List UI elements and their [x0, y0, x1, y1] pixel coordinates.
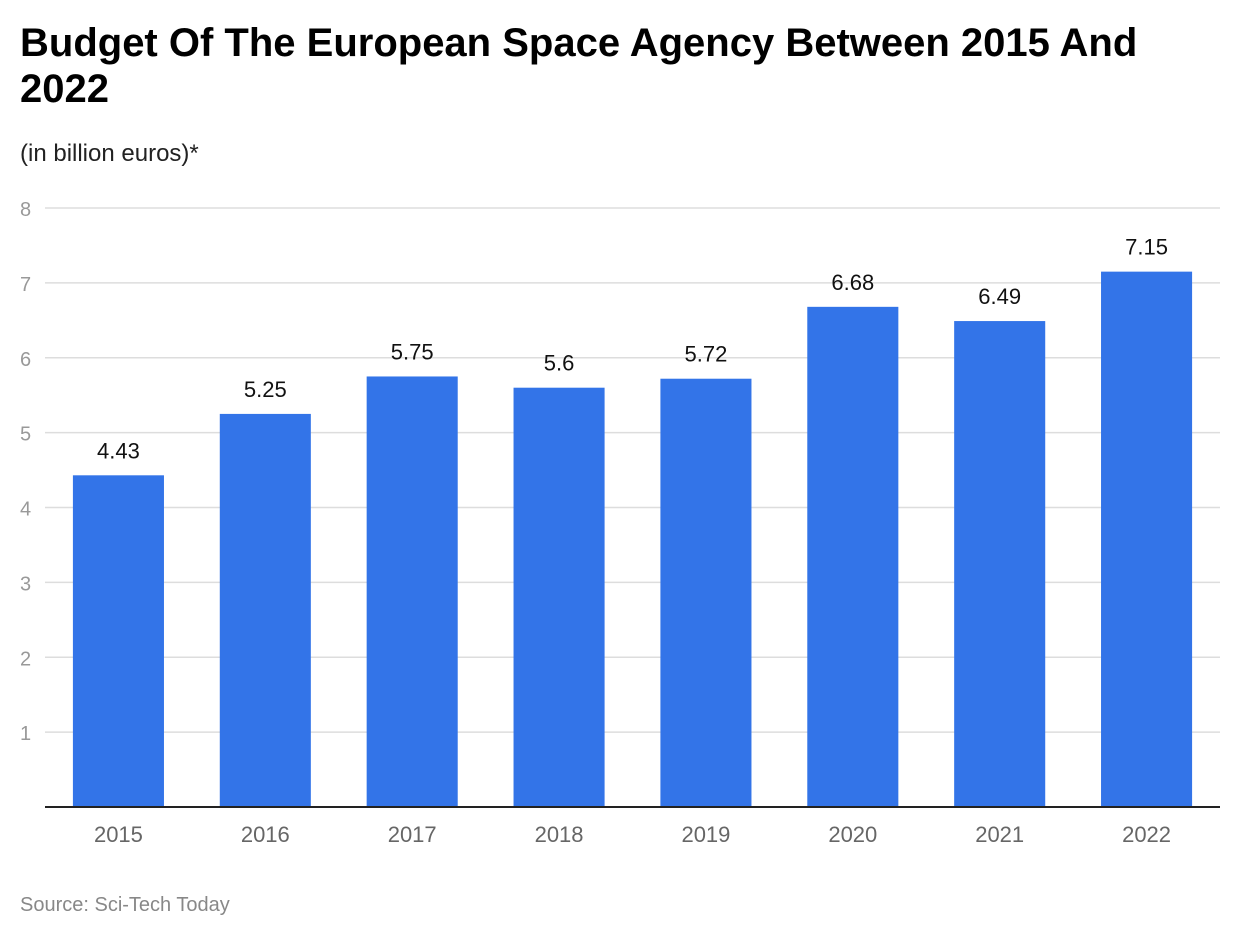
- y-axis-ticks: 1 2 3 4 5 6 7 8: [20, 199, 31, 745]
- data-label: 5.75: [391, 339, 434, 364]
- data-label: 5.6: [544, 351, 575, 376]
- data-label: 5.72: [685, 342, 728, 367]
- y-tick-label: 2: [20, 648, 31, 670]
- bar-2019: [660, 378, 752, 807]
- data-label: 4.43: [97, 438, 140, 463]
- x-tick-label: 2021: [975, 822, 1024, 847]
- x-tick-label: 2019: [681, 822, 730, 847]
- y-tick-label: 8: [20, 199, 31, 221]
- bar-chart: 1 2 3 4 5 6 7 8 4.43 5.25 5.75 5.6 5.72 6.68 6.49 7.15…: [20, 199, 1220, 847]
- x-tick-label: 2022: [1122, 822, 1171, 847]
- y-tick-label: 4: [20, 499, 31, 521]
- x-tick-label: 2016: [241, 822, 290, 847]
- data-label: 6.68: [831, 270, 874, 295]
- chart-subtitle: (in billion euros)*: [20, 140, 199, 167]
- x-tick-label: 2017: [388, 822, 437, 847]
- bar-2020: [807, 306, 899, 807]
- bar-2016: [219, 413, 311, 807]
- bar-2022: [1101, 271, 1193, 807]
- data-label: 6.49: [978, 284, 1021, 309]
- x-tick-label: 2018: [535, 822, 584, 847]
- x-axis-ticks: 2015 2016 2017 2018 2019 2020 2021 2022: [94, 822, 1171, 847]
- bar-2021: [954, 321, 1046, 807]
- data-labels: 4.43 5.25 5.75 5.6 5.72 6.68 6.49 7.15: [97, 235, 1168, 464]
- bar-2017: [366, 376, 458, 807]
- y-tick-label: 5: [20, 424, 31, 446]
- x-tick-label: 2020: [828, 822, 877, 847]
- x-tick-label: 2015: [94, 822, 143, 847]
- chart-title: Budget Of The European Space Agency Betw…: [20, 21, 1138, 111]
- source-note: Source: Sci-Tech Today: [20, 894, 230, 916]
- bar-2018: [513, 387, 605, 807]
- y-tick-label: 3: [20, 573, 31, 595]
- bars: [72, 271, 1193, 807]
- data-label: 7.15: [1125, 235, 1168, 260]
- y-tick-label: 6: [20, 349, 31, 371]
- data-label: 5.25: [244, 377, 287, 402]
- bar-2015: [72, 475, 164, 807]
- y-tick-label: 7: [20, 274, 31, 296]
- y-tick-label: 1: [20, 723, 31, 745]
